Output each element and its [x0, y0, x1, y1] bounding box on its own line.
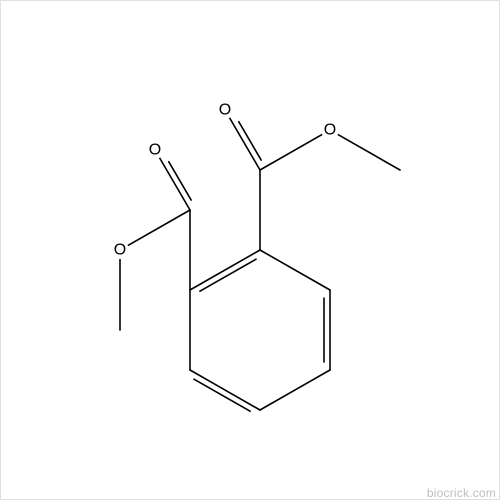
svg-text:O: O [324, 122, 336, 139]
svg-text:O: O [114, 242, 126, 259]
watermark-text: biocrick.com [427, 486, 496, 500]
bonds-layer [120, 118, 400, 411]
molecule-diagram: O O O O [0, 0, 500, 500]
svg-text:O: O [149, 142, 161, 159]
svg-text:O: O [219, 102, 231, 119]
